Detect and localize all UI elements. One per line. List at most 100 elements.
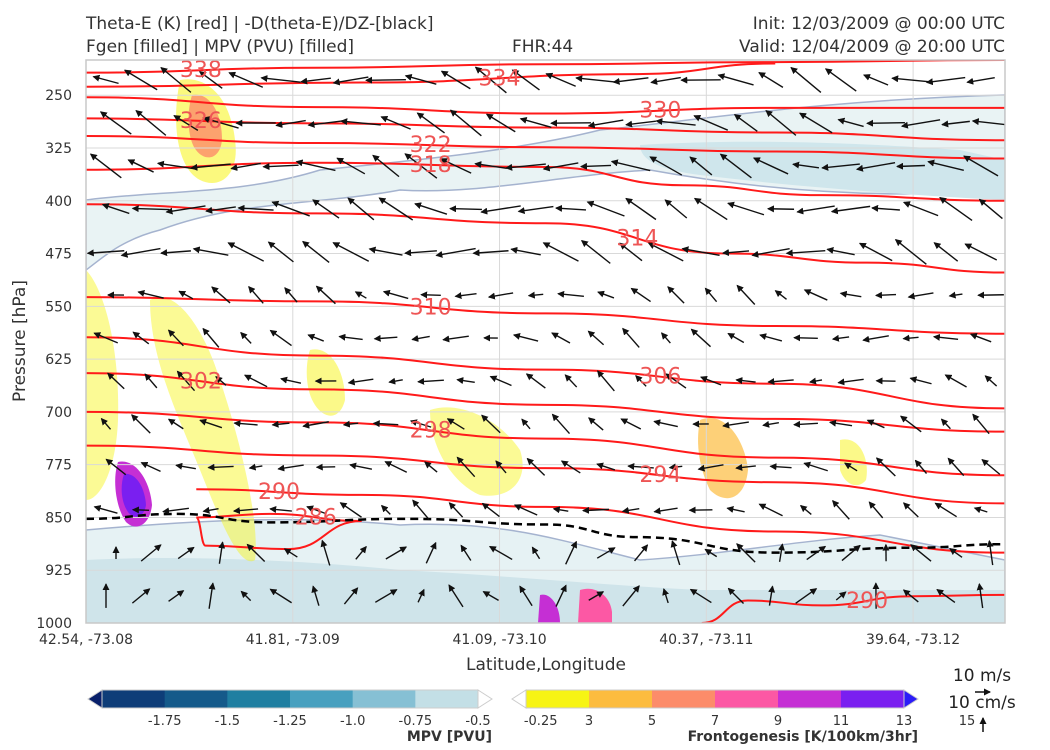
wind-vector bbox=[587, 119, 624, 129]
theta-e-label: 326 bbox=[180, 109, 222, 134]
mpv-colorbar-label: MPV [PVU] bbox=[407, 729, 492, 745]
wind-vector bbox=[704, 287, 718, 303]
wind-vector bbox=[339, 502, 362, 518]
wind-vector bbox=[551, 413, 571, 435]
wind-vector bbox=[597, 370, 615, 392]
wind-vector bbox=[525, 373, 546, 389]
colorbar-extend-low bbox=[87, 689, 103, 709]
fgen-fill-3 bbox=[150, 297, 256, 562]
wind-vector bbox=[373, 334, 398, 342]
colorbar-tick-label: 13 bbox=[896, 714, 913, 729]
wind-vector bbox=[899, 415, 922, 433]
colorbar-segment bbox=[778, 690, 842, 708]
wind-vector bbox=[871, 204, 900, 212]
wind-vector bbox=[844, 462, 858, 472]
fgen-fill-6 bbox=[121, 473, 146, 517]
colorbar-segment bbox=[652, 690, 716, 708]
y-tick-label: 475 bbox=[45, 247, 72, 263]
wind-vector bbox=[382, 289, 409, 300]
wind-vector bbox=[404, 73, 437, 85]
wind-vector bbox=[190, 163, 231, 171]
wind-vector bbox=[622, 585, 640, 607]
wind-vector bbox=[140, 544, 162, 562]
wind-vector bbox=[99, 111, 132, 135]
wind-vector bbox=[622, 327, 640, 348]
wind-vector bbox=[332, 76, 369, 86]
wind-vector bbox=[460, 544, 472, 561]
wind-vector bbox=[907, 292, 934, 300]
wind-vector bbox=[378, 197, 414, 221]
wind-vector bbox=[246, 543, 266, 563]
wind-vector bbox=[505, 163, 546, 171]
wind-vector bbox=[448, 502, 464, 518]
wind-vector bbox=[978, 198, 1003, 220]
colorbar-extend-high bbox=[903, 689, 919, 709]
x-tick-label: 41.09, -73.10 bbox=[452, 632, 546, 648]
wind-vector bbox=[131, 588, 151, 604]
wind-vector bbox=[372, 154, 400, 178]
colorbar-tick-label: -0.75 bbox=[399, 714, 433, 729]
wind-vector bbox=[137, 289, 164, 299]
wind-vector bbox=[454, 292, 477, 300]
wind-vector bbox=[625, 120, 656, 128]
wind-vector bbox=[891, 75, 930, 83]
wind-vector bbox=[442, 335, 469, 343]
wind-vector bbox=[240, 331, 252, 344]
wind-vector bbox=[580, 239, 611, 264]
wind-vector bbox=[384, 461, 408, 473]
wind-vector bbox=[315, 285, 336, 305]
wind-vector bbox=[132, 331, 150, 345]
theta-e-label: 302 bbox=[180, 369, 222, 394]
wind-vector bbox=[162, 507, 189, 515]
wind-vector bbox=[404, 153, 438, 179]
theta-e-label: 338 bbox=[180, 58, 222, 83]
wind-vector bbox=[167, 418, 184, 430]
wind-vector bbox=[472, 249, 509, 257]
vector-key-vertical-label: 10 cm/s bbox=[948, 693, 1016, 713]
wind-vector bbox=[127, 159, 154, 173]
wind-vector bbox=[510, 246, 541, 256]
wind-vector bbox=[306, 505, 326, 514]
wind-vector bbox=[790, 66, 822, 93]
wind-vector bbox=[588, 417, 604, 431]
colorbar-segment bbox=[352, 690, 416, 708]
wind-vector bbox=[596, 462, 616, 471]
theta-e-contour bbox=[86, 444, 1005, 505]
wind-vector bbox=[311, 585, 320, 606]
wind-vector bbox=[858, 242, 893, 262]
wind-vector bbox=[517, 205, 554, 215]
y-tick-label: 925 bbox=[45, 563, 72, 579]
wind-vector bbox=[821, 163, 860, 171]
fgen-colorbar-ticks: 3 5 7 9 11 13 15 bbox=[585, 714, 975, 729]
x-tick-label: 41.81, -73.09 bbox=[246, 632, 340, 648]
wind-vector bbox=[575, 75, 616, 83]
wind-vector bbox=[610, 159, 651, 172]
wind-vector bbox=[971, 118, 1005, 126]
wind-vector bbox=[277, 464, 304, 472]
wind-vector bbox=[93, 505, 118, 514]
y-tick-label: 625 bbox=[45, 352, 72, 368]
wind-vector bbox=[735, 463, 756, 471]
mpv-colorbar-ticks: -1.75 -1.5 -1.25 -1.0 -0.75 -0.5 -0.25 bbox=[148, 714, 558, 729]
wind-vector bbox=[866, 119, 905, 127]
wind-vector bbox=[555, 584, 567, 607]
wind-vector bbox=[521, 418, 531, 430]
wind-vector bbox=[894, 239, 927, 265]
colorbar-segment bbox=[415, 690, 479, 708]
wind-vector bbox=[208, 582, 216, 609]
wind-vector bbox=[307, 120, 344, 128]
wind-vector bbox=[414, 202, 448, 215]
wind-vector bbox=[837, 378, 864, 386]
wind-vector bbox=[758, 503, 783, 517]
theta-e-label: 298 bbox=[410, 419, 452, 444]
wind-vector bbox=[207, 463, 234, 471]
wind-vector bbox=[519, 585, 533, 607]
wind-vector bbox=[440, 70, 471, 90]
wind-vector bbox=[855, 162, 896, 172]
wind-vector bbox=[726, 506, 745, 513]
wind-vector bbox=[342, 420, 359, 428]
wind-vector bbox=[89, 153, 122, 179]
wind-vector bbox=[934, 502, 957, 518]
wind-vector bbox=[173, 115, 199, 131]
wind-vector bbox=[439, 158, 472, 174]
